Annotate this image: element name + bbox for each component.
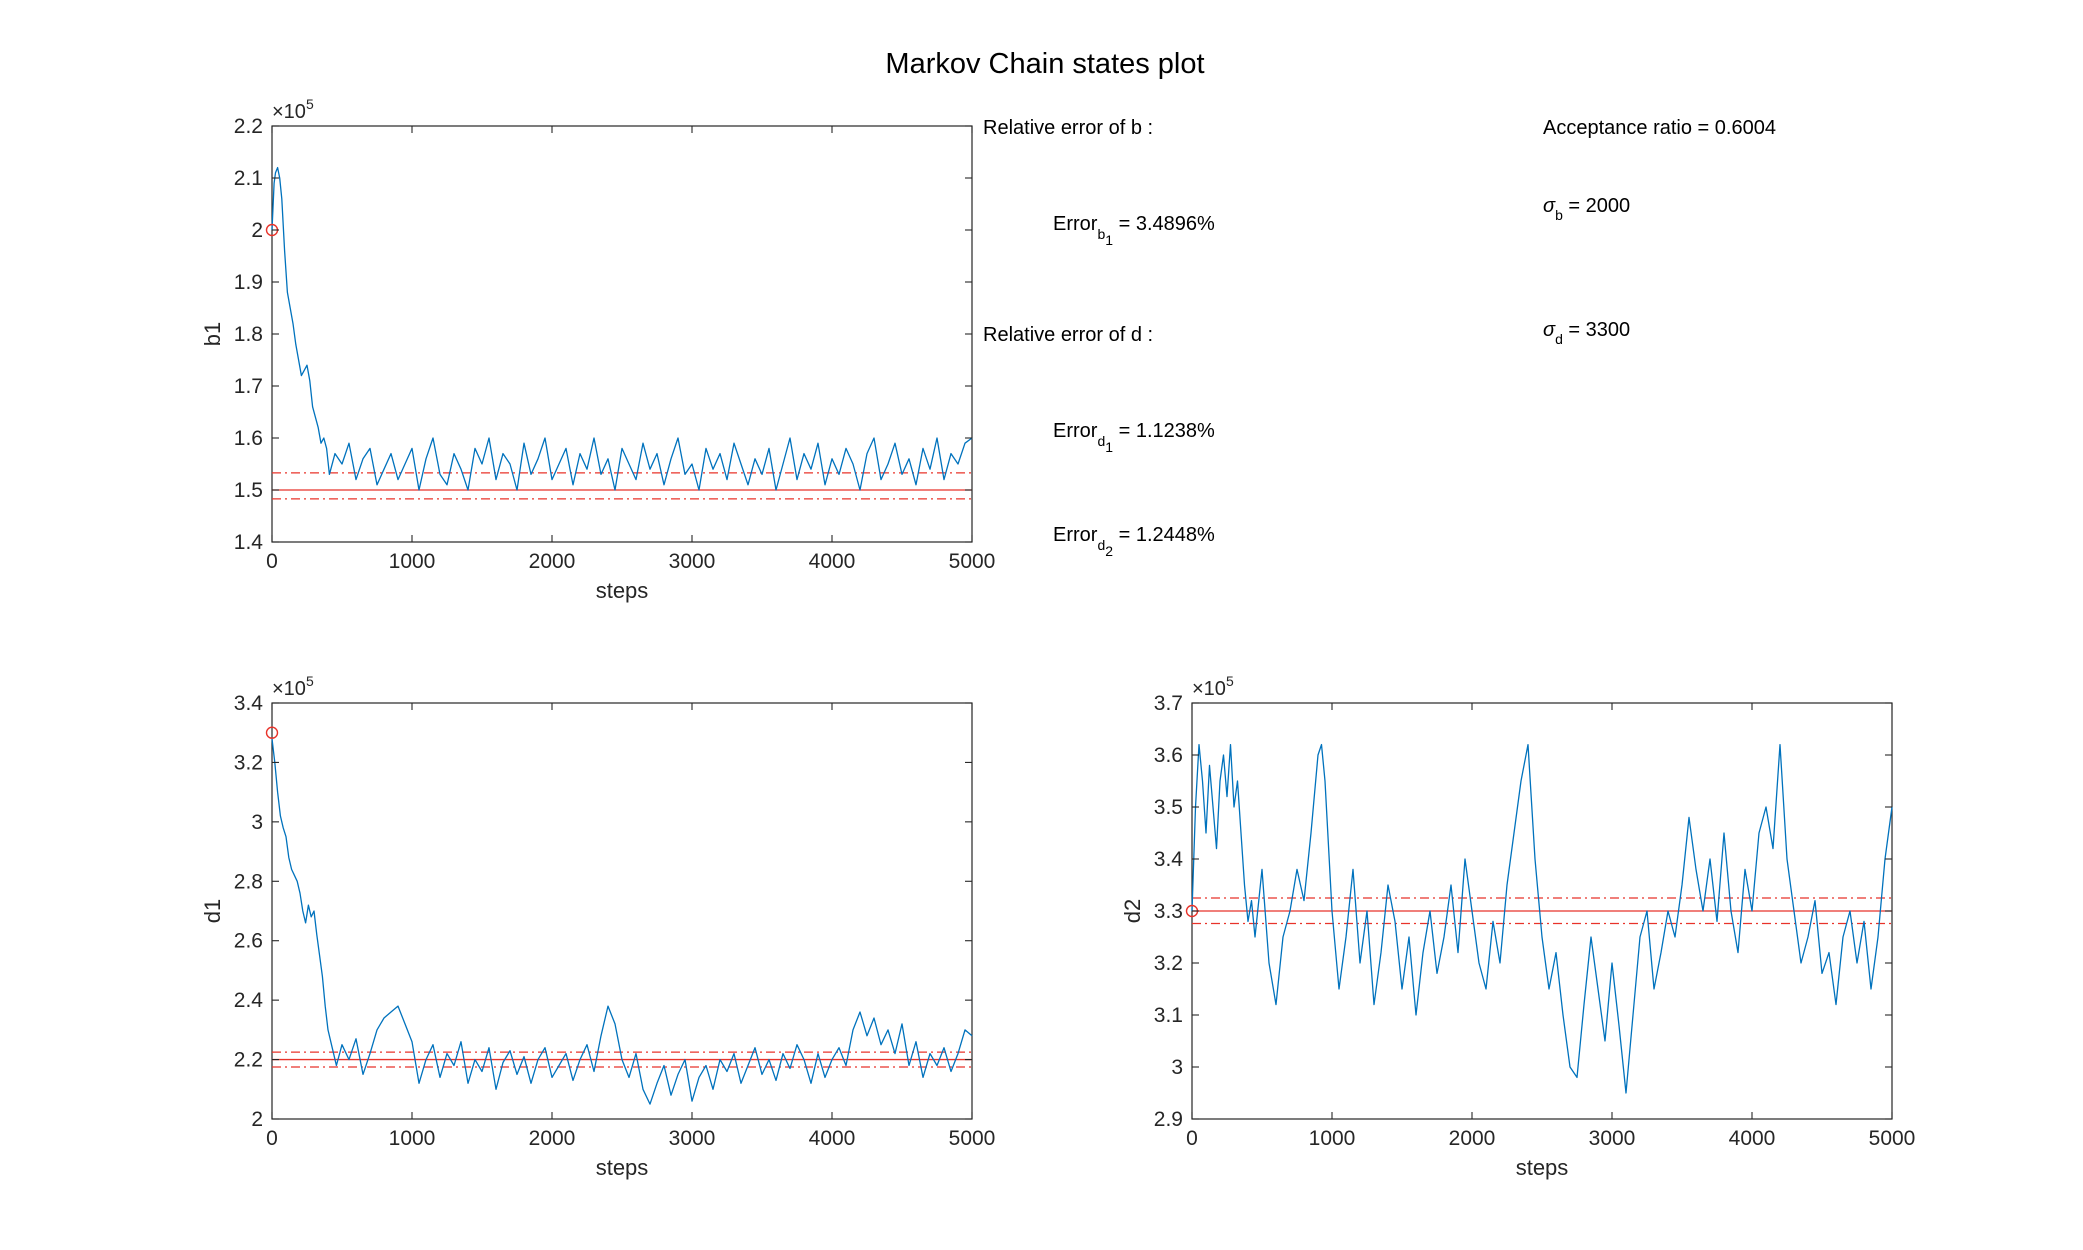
x-tick-label: 5000 [1869, 1127, 1916, 1150]
acceptance-ratio-text: Acceptance ratio = 0.6004 [1543, 117, 1776, 139]
y-tick-label: 2.9 [1154, 1108, 1183, 1131]
y-tick-label: 2.6 [234, 930, 263, 953]
axes-frame [271, 125, 973, 543]
subplot-d2: 0 1000 2000 3000 4000 5000 2.9 3 3.1 3.2 3.3 3.4 3.5… [1120, 673, 1915, 1180]
x-axis-label: steps [1516, 1155, 1569, 1180]
x-tick-label: 5000 [949, 1127, 996, 1150]
y-axis-label: d1 [200, 899, 225, 923]
subplot-b1: 0 1000 2000 3000 4000 5000 1.4 1.5 1.6 1.7 1.8 1.9 2… [200, 96, 995, 603]
y-tick-label: 2.2 [234, 115, 263, 138]
y-tick-label: 1.6 [234, 427, 263, 450]
y-tick-label: 3.5 [1154, 796, 1183, 819]
y-tick-label: 1.8 [234, 323, 263, 346]
x-tick-label: 0 [1186, 1127, 1198, 1150]
x-axis-label: steps [596, 578, 649, 603]
trace-line [271, 738, 973, 1105]
x-tick-label: 0 [266, 1127, 278, 1150]
x-tick-label: 4000 [1729, 1127, 1776, 1150]
figure-title: Markov Chain states plot [885, 48, 1204, 80]
x-tick-label: 0 [266, 550, 278, 573]
y-tick-label: 2.2 [234, 1049, 263, 1072]
y-tick-label: 3 [1171, 1056, 1183, 1079]
subplot-d1: 0 1000 2000 3000 4000 5000 2 2.2 2.4 2.6 2.8 3 3.2 3.… [200, 673, 995, 1180]
annotation-panel: Relative error of b : Errorb1 = 3.4896% … [983, 117, 1776, 559]
error-b1-text: Errorb1 = 3.4896% [1053, 213, 1215, 248]
y-exponent-label: ×105 [272, 96, 314, 123]
x-tick-label: 2000 [529, 1127, 576, 1150]
x-tick-label: 4000 [809, 550, 856, 573]
y-tick-label: 3.6 [1154, 744, 1183, 767]
x-tick-label: 1000 [389, 550, 436, 573]
y-tick-label: 2.8 [234, 870, 263, 893]
y-tick-label: 3.7 [1154, 692, 1183, 715]
y-tick-label: 2.1 [234, 167, 263, 190]
y-exponent-label: ×105 [272, 673, 314, 700]
relative-error-b-label: Relative error of b : [983, 117, 1153, 139]
y-tick-label: 2 [251, 219, 263, 242]
y-tick-label: 3.4 [234, 692, 264, 715]
y-tick-label: 1.7 [234, 375, 263, 398]
x-tick-label: 2000 [529, 550, 576, 573]
y-tick-label: 1.5 [234, 479, 263, 502]
y-tick-label: 2 [251, 1108, 263, 1131]
y-tick-label: 2.4 [234, 989, 264, 1012]
initial-point-marker [265, 726, 279, 739]
y-tick-label: 1.4 [234, 531, 264, 554]
x-tick-label: 3000 [669, 550, 716, 573]
x-tick-label: 5000 [949, 550, 996, 573]
y-tick-label: 3 [251, 811, 263, 834]
sigma-b-text: σb = 2000 [1543, 195, 1630, 223]
x-tick-label: 3000 [1589, 1127, 1636, 1150]
relative-error-d-label: Relative error of d : [983, 324, 1153, 346]
y-tick-label: 3.1 [1154, 1004, 1183, 1027]
x-tick-label: 1000 [389, 1127, 436, 1150]
y-tick-label: 3.2 [1154, 952, 1183, 975]
sigma-d-text: σd = 3300 [1543, 319, 1630, 347]
y-tick-label: 1.9 [234, 271, 263, 294]
x-tick-label: 1000 [1309, 1127, 1356, 1150]
y-axis-label: b1 [200, 322, 225, 346]
y-exponent-label: ×105 [1192, 673, 1234, 700]
x-axis-label: steps [596, 1155, 649, 1180]
trace-line [1191, 743, 1893, 1094]
x-tick-label: 2000 [1449, 1127, 1496, 1150]
y-tick-label: 3.2 [234, 751, 263, 774]
trace-line [271, 166, 973, 491]
y-tick-label: 3.4 [1154, 848, 1184, 871]
error-d1-text: Errord1 = 1.1238% [1053, 420, 1215, 455]
y-axis-label: d2 [1120, 899, 1145, 923]
x-tick-label: 4000 [809, 1127, 856, 1150]
error-d2-text: Errord2 = 1.2448% [1053, 524, 1215, 559]
axes-frame [271, 702, 973, 1120]
x-tick-label: 3000 [669, 1127, 716, 1150]
y-tick-label: 3.3 [1154, 900, 1183, 923]
